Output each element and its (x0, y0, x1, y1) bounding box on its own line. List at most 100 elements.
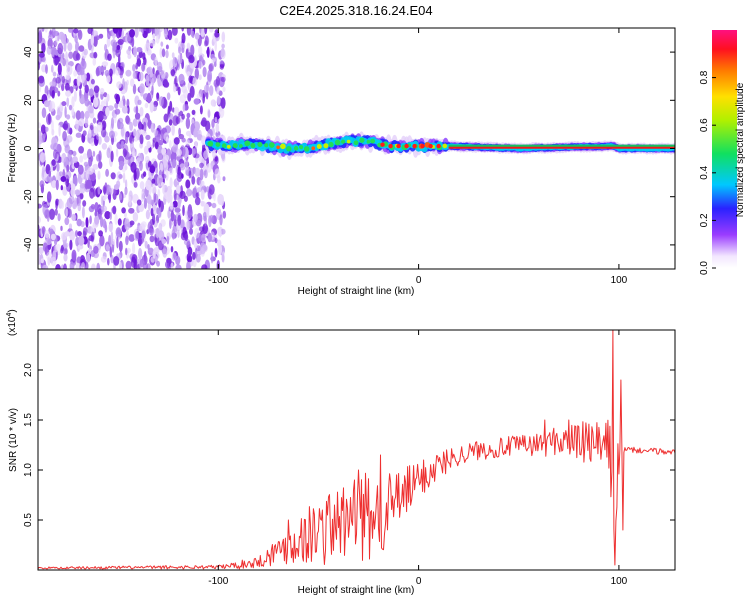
noise-speckle (185, 139, 191, 146)
noise-speckle (43, 100, 50, 108)
noise-speckle (65, 74, 70, 80)
ridge-peak-dot (370, 138, 376, 144)
noise-speckle (171, 228, 176, 240)
noise-speckle (156, 207, 159, 215)
noise-speckle (169, 218, 172, 230)
noise-speckle (192, 257, 197, 268)
noise-speckle (133, 46, 138, 58)
ridge-peak-dot (257, 141, 263, 147)
noise-speckle (194, 227, 200, 239)
ridge-peak-dot (299, 145, 304, 150)
ridge-peak-dot (221, 143, 227, 148)
noise-speckle (181, 113, 185, 120)
ridge-peak-dot (232, 143, 238, 149)
snr-scale-prefix: (x10 (7, 316, 18, 336)
noise-speckle (156, 94, 160, 102)
noise-speckle (151, 77, 155, 87)
noise-speckle (133, 128, 137, 137)
colorbar: 0.0 0.2 0.4 0.6 0.8 Normalized spectral ampl… (699, 30, 746, 275)
noise-speckle (142, 52, 146, 60)
noise-speckle (158, 222, 163, 232)
noise-speckle (147, 221, 153, 233)
noise-speckle (198, 226, 205, 232)
noise-speckle (185, 179, 191, 189)
noise-speckle (204, 214, 208, 227)
noise-speckle (48, 228, 54, 235)
noise-speckle (222, 210, 227, 219)
noise-speckle (136, 170, 139, 180)
noise-speckle (124, 212, 127, 218)
noise-speckle (144, 42, 151, 54)
noise-speckle (119, 193, 122, 201)
noise-speckle (177, 86, 181, 96)
noise-speckle (75, 110, 81, 121)
noise-speckle (58, 171, 63, 177)
noise-speckle (92, 117, 97, 124)
noise-speckle (136, 199, 142, 206)
noise-speckle (107, 53, 112, 61)
snr-ylabel: SNR (10 * v/v) (8, 408, 19, 472)
noise-speckle (115, 28, 121, 39)
noise-speckle (169, 201, 174, 210)
noise-speckle (80, 221, 85, 228)
noise-speckle (174, 57, 178, 64)
noise-speckle (68, 195, 75, 205)
noise-speckle (42, 264, 49, 269)
noise-speckle (124, 132, 129, 144)
noise-speckle (107, 194, 111, 201)
noise-speckle (79, 155, 84, 163)
noise-speckle (99, 234, 105, 247)
ridge-peak-dot (207, 140, 214, 147)
noise-speckle (60, 176, 67, 182)
noise-speckle (67, 208, 72, 219)
noise-speckle (59, 54, 63, 64)
noise-speckle (164, 81, 170, 88)
noise-speckle (106, 36, 111, 48)
noise-speckle (200, 189, 205, 200)
noise-speckle (71, 107, 75, 117)
noise-speckle (220, 228, 226, 235)
noise-speckle (204, 40, 208, 47)
noise-speckle (66, 97, 70, 107)
noise-speckle (57, 63, 62, 75)
noise-speckle (54, 245, 58, 253)
noise-speckle (140, 221, 147, 228)
noise-speckle (112, 49, 116, 59)
noise-speckle (177, 214, 182, 226)
noise-speckle (170, 246, 174, 253)
noise-speckle (61, 52, 65, 60)
colorbar-tick-label: 0.4 (699, 165, 710, 179)
noise-speckle (89, 187, 95, 199)
noise-speckle (208, 215, 212, 228)
noise-speckle (174, 37, 179, 44)
noise-speckle (57, 42, 64, 55)
noise-speckle (118, 240, 123, 252)
noise-speckle (82, 153, 88, 160)
noise-speckle (138, 28, 142, 32)
noise-speckle (50, 233, 57, 241)
noise-speckle (100, 216, 104, 228)
noise-speckle (38, 30, 43, 39)
noise-speckle (125, 69, 132, 77)
noise-speckle (68, 104, 73, 111)
noise-speckle (75, 230, 78, 238)
noise-speckle (41, 28, 45, 32)
noise-speckle (132, 71, 136, 79)
noise-speckle (141, 62, 146, 72)
noise-speckle (171, 123, 175, 136)
noise-speckle (114, 108, 121, 115)
ridge-peak-dot (334, 139, 341, 146)
noise-speckle (149, 39, 156, 47)
noise-speckle (108, 223, 114, 233)
noise-speckle (138, 247, 143, 260)
noise-speckle (168, 167, 174, 176)
noise-speckle (62, 186, 68, 196)
noise-speckle (210, 99, 216, 107)
ridge-peak-dot (268, 142, 275, 148)
snr-xtick-label: 0 (416, 576, 422, 587)
noise-speckle (55, 179, 59, 191)
spec-xtick-label: -100 (208, 275, 228, 286)
noise-speckle (89, 215, 92, 225)
noise-speckle (202, 66, 207, 78)
noise-speckle (118, 100, 125, 108)
